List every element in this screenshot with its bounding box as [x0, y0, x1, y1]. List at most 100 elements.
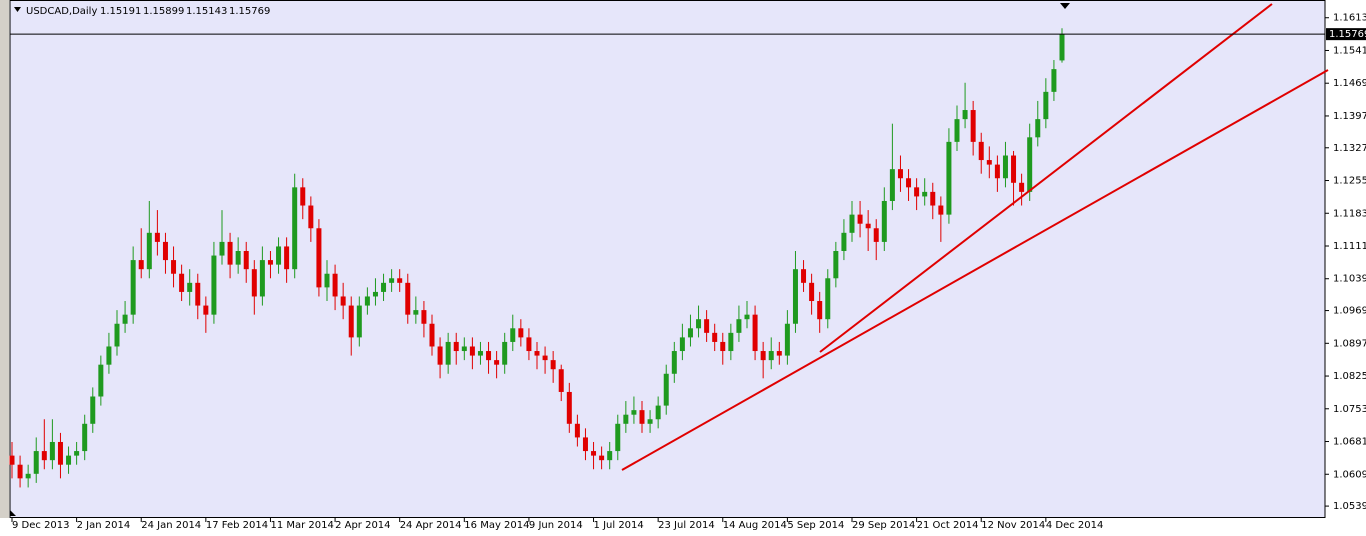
candle-body	[57, 441, 63, 465]
candle-body	[809, 282, 815, 302]
candle-body	[292, 187, 298, 270]
candle-body	[615, 423, 621, 452]
candle-body	[195, 282, 201, 306]
candle-body	[316, 228, 322, 288]
candle-body	[82, 423, 88, 452]
high: 1.15899	[143, 6, 184, 17]
candle-body	[300, 187, 306, 206]
candle-body	[267, 260, 273, 265]
candle-body	[566, 391, 572, 424]
candle-body	[372, 291, 378, 297]
candle-body	[906, 178, 912, 188]
candle-body	[655, 405, 661, 420]
x-tick-label: 21 Oct 2014	[917, 520, 979, 531]
candle-body	[146, 232, 152, 270]
x-tick-label: 9 Dec 2013	[12, 520, 70, 531]
candle-body	[897, 169, 903, 179]
candle-body	[66, 455, 72, 465]
candle-body	[130, 260, 136, 315]
candle-body	[849, 214, 855, 233]
candle-body	[1002, 155, 1008, 179]
menu-arrow[interactable]	[14, 7, 21, 12]
x-tick-label: 24 Apr 2014	[400, 520, 462, 531]
candle-body	[1051, 69, 1057, 92]
candle-body	[841, 232, 847, 251]
candle-body	[760, 351, 766, 361]
candle-body	[704, 319, 710, 333]
candle-body	[138, 260, 144, 270]
candle-body	[494, 360, 500, 365]
open: 1.15191	[100, 6, 141, 17]
x-tick-label: 2 Apr 2014	[335, 520, 390, 531]
candle-body	[518, 328, 524, 338]
y-tick-label: 1.11830	[1333, 208, 1366, 219]
candle-body	[623, 414, 629, 424]
candle-body	[437, 346, 443, 365]
candle-body	[1035, 119, 1041, 138]
candle-body	[825, 278, 831, 320]
candle-body	[453, 341, 459, 352]
x-tick-label: 9 Jun 2014	[529, 520, 583, 531]
y-tick-label: 1.06810	[1333, 437, 1366, 448]
candle-body	[405, 282, 411, 315]
candle-body	[865, 223, 871, 229]
y-tick-label: 1.06090	[1333, 469, 1366, 480]
price-label: 1.15769	[1329, 29, 1366, 40]
candle-body	[914, 187, 920, 197]
y-tick-label: 1.14690	[1333, 78, 1366, 89]
candle-body	[502, 341, 508, 365]
x-tick-label: 23 Jul 2014	[658, 520, 715, 531]
candle-body	[954, 119, 960, 142]
x-tick-label: 24 Jan 2014	[141, 520, 201, 531]
candle-body	[558, 369, 564, 392]
candle-body	[90, 396, 96, 424]
left-strip	[0, 0, 9, 518]
candle-body	[171, 260, 177, 274]
candle-body	[744, 314, 750, 320]
candle-body	[259, 260, 265, 297]
candle-body	[348, 305, 354, 338]
candle-body	[397, 278, 403, 283]
candle-body	[801, 269, 807, 283]
candle-body	[211, 255, 217, 315]
candle-body	[276, 246, 282, 265]
candle-body	[687, 328, 693, 338]
low: 1.15143	[186, 6, 227, 17]
candle-body	[1027, 137, 1033, 192]
candle-body	[235, 250, 241, 265]
y-tick-label: 1.09690	[1333, 306, 1366, 317]
candle-body	[364, 296, 370, 306]
corner-marker	[10, 510, 16, 516]
candle-body	[534, 351, 540, 356]
candle-body	[970, 110, 976, 142]
x-tick-label: 2 Jan 2014	[77, 520, 131, 531]
y-tick-label: 1.16130	[1333, 13, 1366, 24]
x-tick-label: 5 Sep 2014	[787, 520, 844, 531]
x-tick-label: 14 Aug 2014	[723, 520, 787, 531]
candle-body	[663, 373, 669, 406]
candle-body	[736, 319, 742, 333]
candle-body	[833, 250, 839, 279]
candle-body	[510, 328, 516, 342]
candle-body	[106, 346, 112, 365]
candle-body	[332, 273, 338, 297]
y-tick-label: 1.13970	[1333, 111, 1366, 122]
x-tick-label: 1 Jul 2014	[594, 520, 644, 531]
candle-body	[679, 337, 685, 352]
candle-body	[324, 273, 330, 288]
candle-body	[712, 332, 718, 342]
candle-body	[429, 323, 435, 347]
y-tick-label: 1.05390	[1333, 501, 1366, 512]
candle-body	[978, 141, 984, 161]
candle-body	[340, 296, 346, 306]
candle-body	[413, 310, 419, 315]
candle-body	[219, 241, 225, 256]
candle-body	[817, 301, 823, 320]
candle-body	[857, 214, 863, 224]
candle-body	[986, 160, 992, 165]
candle-body	[768, 351, 774, 361]
candle-body	[720, 341, 726, 352]
candle-body	[284, 246, 290, 270]
